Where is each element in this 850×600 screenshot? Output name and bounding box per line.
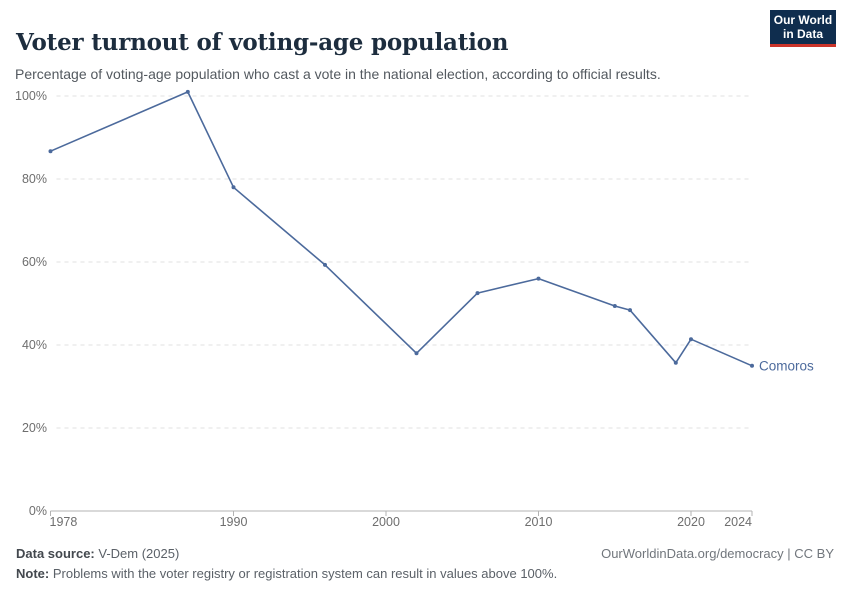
chart-footer: Data source: V-Dem (2025) OurWorldinData… — [16, 546, 834, 581]
page-title: Voter turnout of voting-age population — [16, 29, 509, 57]
data-point[interactable] — [750, 363, 754, 368]
series-label: Comoros — [759, 358, 814, 373]
data-point[interactable] — [414, 351, 419, 356]
x-tick-label: 2020 — [677, 515, 705, 529]
data-point[interactable] — [475, 291, 480, 296]
footer-license: | CC BY — [787, 546, 834, 561]
data-source-value: V-Dem (2025) — [98, 546, 180, 561]
data-point[interactable] — [628, 308, 632, 313]
note-text: Problems with the voter registry or regi… — [52, 566, 558, 581]
x-tick-label: 2000 — [372, 515, 400, 529]
y-tick-label: 80% — [22, 172, 47, 186]
owid-logo-box: Our World in Data — [770, 10, 836, 44]
data-point[interactable] — [48, 149, 53, 154]
x-tick-label: 2010 — [525, 515, 553, 529]
data-point[interactable] — [689, 337, 693, 342]
data-point[interactable] — [612, 304, 617, 308]
footer-attribution: OurWorldinData.org/democracy | CC BY — [601, 546, 834, 561]
footer-note-line: Note: Problems with the voter registry o… — [16, 566, 834, 581]
data-point[interactable] — [536, 276, 541, 281]
footer-row-1: Data source: V-Dem (2025) OurWorldinData… — [16, 546, 834, 561]
y-tick-label: 100% — [15, 89, 47, 103]
data-point[interactable] — [323, 262, 327, 267]
series-line — [49, 91, 753, 367]
page-subtitle: Percentage of voting-age population who … — [15, 66, 661, 82]
y-tick-label: 60% — [22, 255, 47, 269]
note-label: Note: — [16, 566, 50, 581]
y-tick-label: 0% — [29, 504, 47, 518]
data-point[interactable] — [185, 89, 190, 94]
data-point[interactable] — [231, 185, 236, 190]
x-tick-label: 1978 — [50, 515, 78, 529]
x-tick-label: 1990 — [220, 515, 248, 529]
owid-logo-text-line1: Our World — [773, 13, 833, 27]
voter-turnout-line-chart[interactable]: 0% 20% 40% 60% 80% 100% 1978 1990 2000 2010 2020 20… — [0, 80, 850, 540]
owid-logo-text-line2: in Data — [782, 27, 823, 41]
y-tick-label: 40% — [22, 338, 47, 352]
data-source-label: Data source: — [16, 546, 95, 561]
data-source-line: Data source: V-Dem (2025) — [16, 546, 179, 561]
x-tick-label: 2024 — [724, 515, 752, 529]
data-point[interactable] — [673, 360, 678, 365]
y-tick-label: 20% — [22, 421, 47, 435]
owid-logo-stripe — [770, 44, 836, 47]
footer-link[interactable]: OurWorldinData.org/democracy — [601, 546, 784, 561]
owid-logo[interactable]: Our World in Data — [770, 10, 836, 47]
